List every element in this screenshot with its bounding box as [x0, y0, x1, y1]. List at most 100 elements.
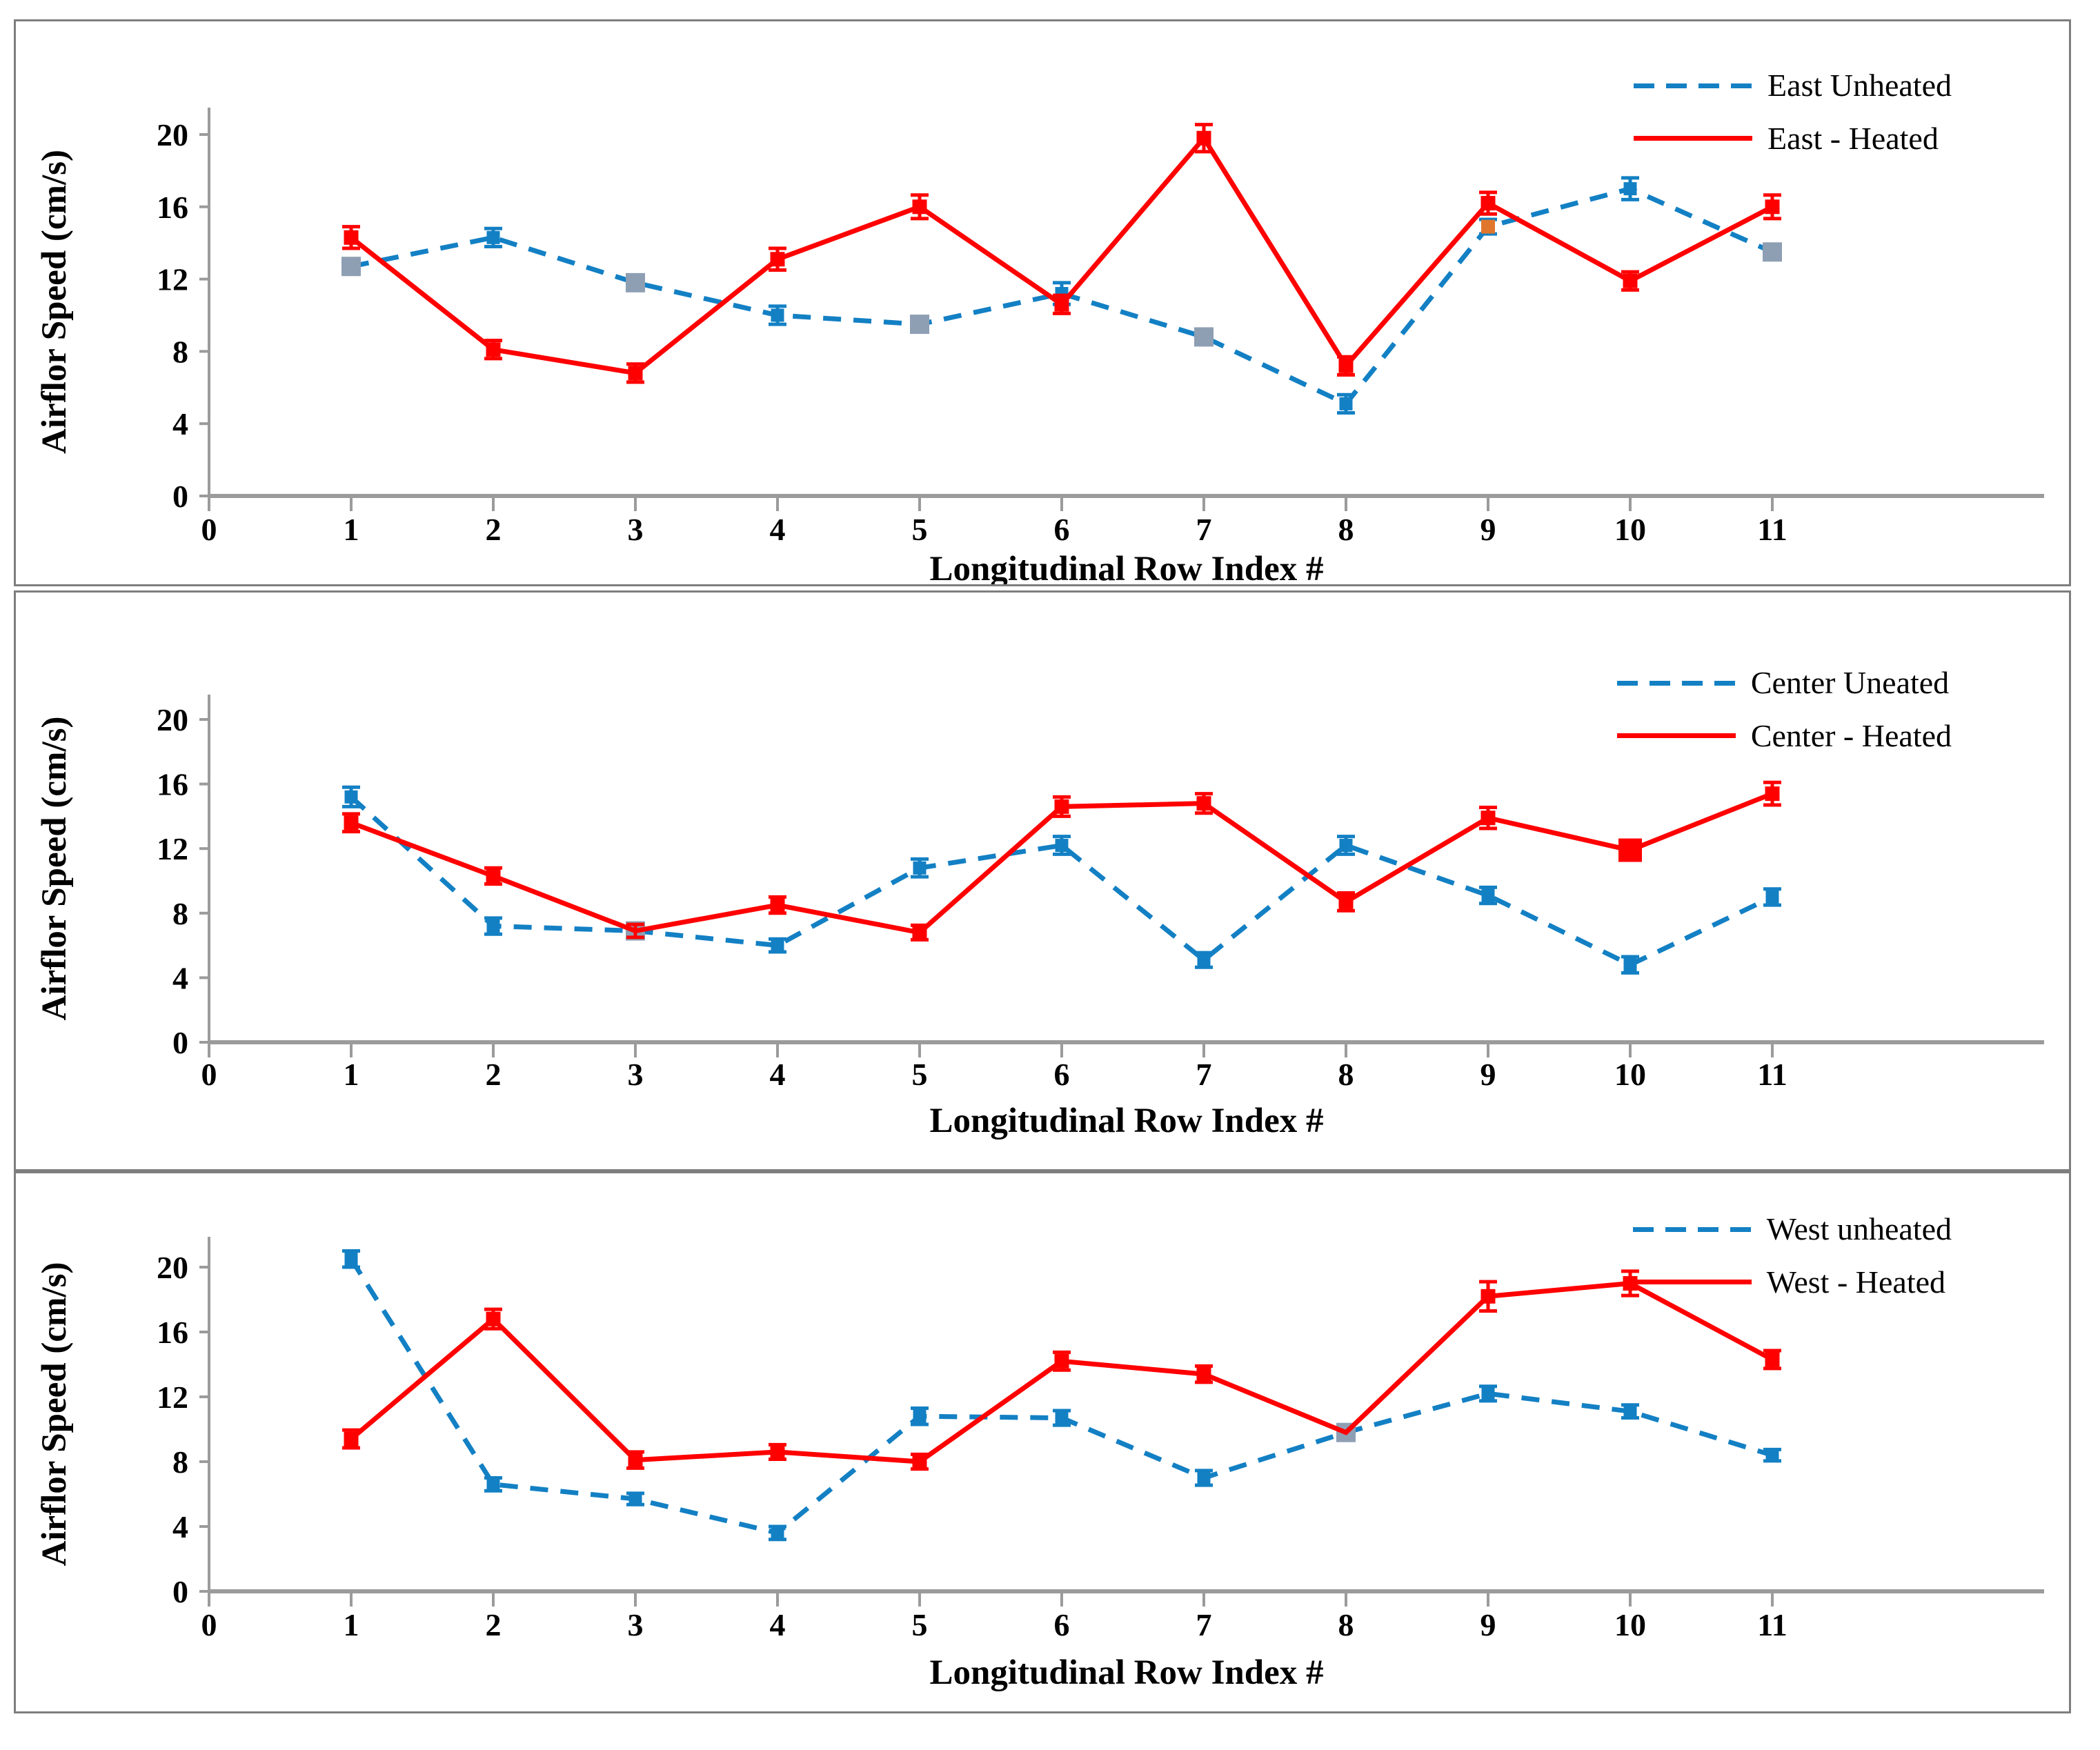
y-tick-label: 8 — [172, 1444, 188, 1480]
data-marker-blue — [344, 790, 358, 804]
data-marker-red — [912, 1454, 927, 1469]
data-marker-orange — [1481, 219, 1495, 234]
legend-label: Center - Heated — [1750, 717, 1952, 753]
data-marker-blue — [628, 1492, 642, 1506]
x-tick-label: 8 — [1338, 512, 1354, 547]
y-tick-label: 16 — [157, 190, 188, 225]
data-marker-red — [486, 868, 501, 884]
x-tick-label: 3 — [628, 1607, 644, 1642]
data-marker-red — [1196, 130, 1211, 146]
data-marker-blue — [771, 939, 784, 953]
series-line — [350, 186, 1774, 407]
data-marker-blue — [1623, 182, 1637, 196]
data-marker-blue — [913, 861, 927, 875]
chart-panel-east: 0 4 8 12 16 20 0 1 2 3 4 5 6 7 8 9 10 11 Longitudinal Row … — [14, 19, 2071, 586]
legend-item-west-heated: West - Heated — [1632, 1264, 1952, 1300]
x-tick-label: 4 — [770, 512, 786, 547]
x-tick-label: 11 — [1757, 512, 1787, 547]
data-marker-blue — [1055, 839, 1069, 853]
dashed-line-swatch-icon — [1616, 680, 1736, 686]
data-marker-red — [770, 1444, 785, 1460]
data-marker-red — [344, 230, 359, 245]
x-tick-label: 2 — [486, 1057, 502, 1092]
data-marker-blue — [1481, 1386, 1495, 1400]
legend-item-center-heated: Center - Heated — [1616, 717, 1952, 754]
x-tick-label: 8 — [1338, 1057, 1354, 1092]
data-marker-blue — [486, 919, 500, 933]
legend-label: East Unheated — [1767, 68, 1952, 103]
x-tick-label: 0 — [201, 512, 217, 547]
y-tick-label: 20 — [157, 117, 188, 152]
data-marker-blue — [486, 230, 500, 244]
x-tick-label: 10 — [1614, 512, 1646, 547]
data-marker-blue — [486, 1478, 500, 1491]
y-tick-label: 8 — [172, 334, 188, 369]
y-tick-label: 0 — [172, 1025, 188, 1060]
data-marker-red — [1054, 1353, 1069, 1369]
data-marker-blue — [1623, 958, 1637, 972]
x-tick-label: 5 — [912, 1057, 928, 1092]
data-marker-red — [1196, 1366, 1211, 1382]
data-marker-red — [1765, 1352, 1780, 1367]
data-marker-gray — [1194, 327, 1214, 347]
y-tick-label: 0 — [172, 1574, 188, 1609]
data-marker-red — [1618, 838, 1642, 862]
x-tick-label: 11 — [1757, 1607, 1787, 1642]
data-marker-red — [1623, 1276, 1638, 1291]
data-marker-blue — [1055, 1411, 1069, 1425]
x-tick-label: 6 — [1054, 1057, 1070, 1092]
legend-east: East Unheated East - Heated — [1634, 68, 1952, 156]
y-axis-title: Airflor Speed (cm/s) — [35, 717, 74, 1021]
data-marker-red — [1196, 796, 1211, 811]
data-marker-red — [628, 1453, 643, 1468]
y-tick-label: 8 — [172, 896, 188, 931]
series-west-1 — [342, 1269, 1781, 1471]
data-marker-red — [628, 366, 643, 381]
series-line — [349, 1257, 1774, 1536]
solid-line-swatch-icon — [1634, 136, 1753, 141]
y-axis-title: Airflor Speed (cm/s) — [35, 150, 74, 454]
x-axis-title: Longitudinal Row Index # — [929, 1653, 1323, 1692]
y-tick-label: 20 — [157, 1250, 188, 1285]
data-marker-red — [1338, 358, 1354, 373]
data-marker-gray — [626, 272, 645, 292]
data-marker-red — [1765, 199, 1780, 215]
y-tick-label: 12 — [157, 262, 188, 297]
dashed-line-swatch-icon — [1632, 1226, 1752, 1232]
y-tick-label: 12 — [157, 1380, 188, 1415]
x-tick-label: 1 — [344, 512, 359, 547]
data-marker-gray — [1763, 242, 1782, 262]
data-marker-red — [486, 1311, 501, 1326]
x-axis-title: Longitudinal Row Index # — [929, 550, 1323, 584]
y-tick-label: 20 — [157, 702, 188, 737]
x-tick-label: 7 — [1196, 1607, 1212, 1642]
x-tick-label: 2 — [486, 1607, 502, 1642]
data-marker-blue — [1197, 953, 1211, 967]
x-tick-label: 6 — [1054, 512, 1070, 547]
data-marker-red — [1765, 786, 1780, 802]
y-tick-label: 16 — [157, 767, 188, 802]
data-marker-red — [1480, 196, 1496, 211]
data-marker-blue — [771, 308, 784, 322]
x-tick-label: 4 — [770, 1607, 786, 1642]
y-tick-label: 12 — [157, 831, 188, 866]
y-tick-label: 4 — [172, 960, 188, 995]
x-tick-label: 6 — [1054, 1607, 1070, 1642]
series-line — [349, 795, 1774, 968]
x-tick-label: 1 — [344, 1607, 359, 1642]
y-tick-label: 4 — [172, 1509, 188, 1544]
legend-label: Center Uneated — [1750, 665, 1950, 700]
x-tick-label: 0 — [201, 1607, 217, 1642]
data-marker-red — [344, 1431, 359, 1446]
x-tick-label: 0 — [201, 1057, 217, 1092]
chart-panel-center: 0 4 8 12 16 20 0 1 2 3 4 5 6 7 8 9 10 11 Longitudinal Row … — [14, 590, 2071, 1171]
x-tick-label: 11 — [1757, 1057, 1787, 1092]
data-marker-red — [1338, 894, 1354, 909]
data-marker-blue — [1765, 890, 1779, 904]
solid-line-swatch-icon — [1616, 733, 1736, 739]
data-marker-blue — [771, 1526, 784, 1540]
data-marker-blue — [1339, 839, 1353, 853]
